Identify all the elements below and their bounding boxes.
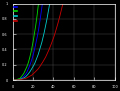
Legend: , , , : , , , — [13, 4, 18, 23]
